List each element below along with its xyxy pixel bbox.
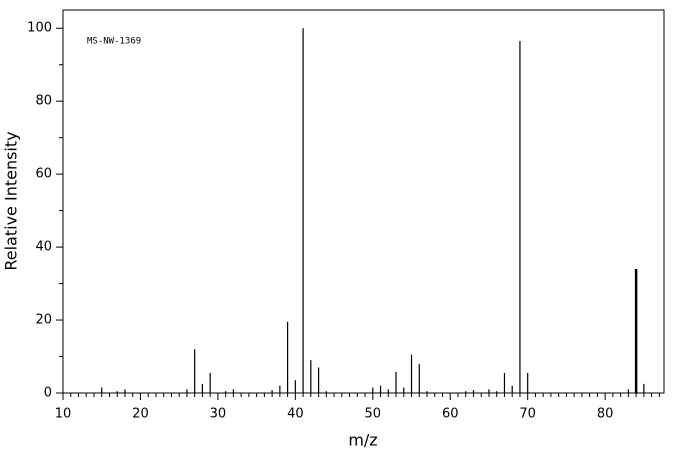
x-tick-label: 40 [287, 407, 304, 422]
x-tick-label: 70 [519, 407, 536, 422]
x-tick-label: 10 [55, 407, 72, 422]
y-axis-label: Relative Intensity [2, 131, 21, 270]
annotation: MS-NW-1369 [87, 37, 141, 47]
y-tick-label: 60 [35, 167, 52, 182]
x-tick-label: 20 [132, 407, 149, 422]
x-tick-label: 80 [597, 407, 614, 422]
x-axis-label: m/z [348, 431, 377, 450]
x-tick-label: 30 [210, 407, 227, 422]
y-tick-label: 100 [27, 21, 52, 36]
y-tick-label: 20 [35, 313, 52, 328]
plot-frame [62, 9, 665, 394]
y-tick-label: 80 [35, 94, 52, 109]
x-tick-label: 50 [365, 407, 382, 422]
x-tick-label: 60 [442, 407, 459, 422]
y-tick-label: 40 [35, 240, 52, 255]
y-tick-label: 0 [44, 386, 52, 401]
